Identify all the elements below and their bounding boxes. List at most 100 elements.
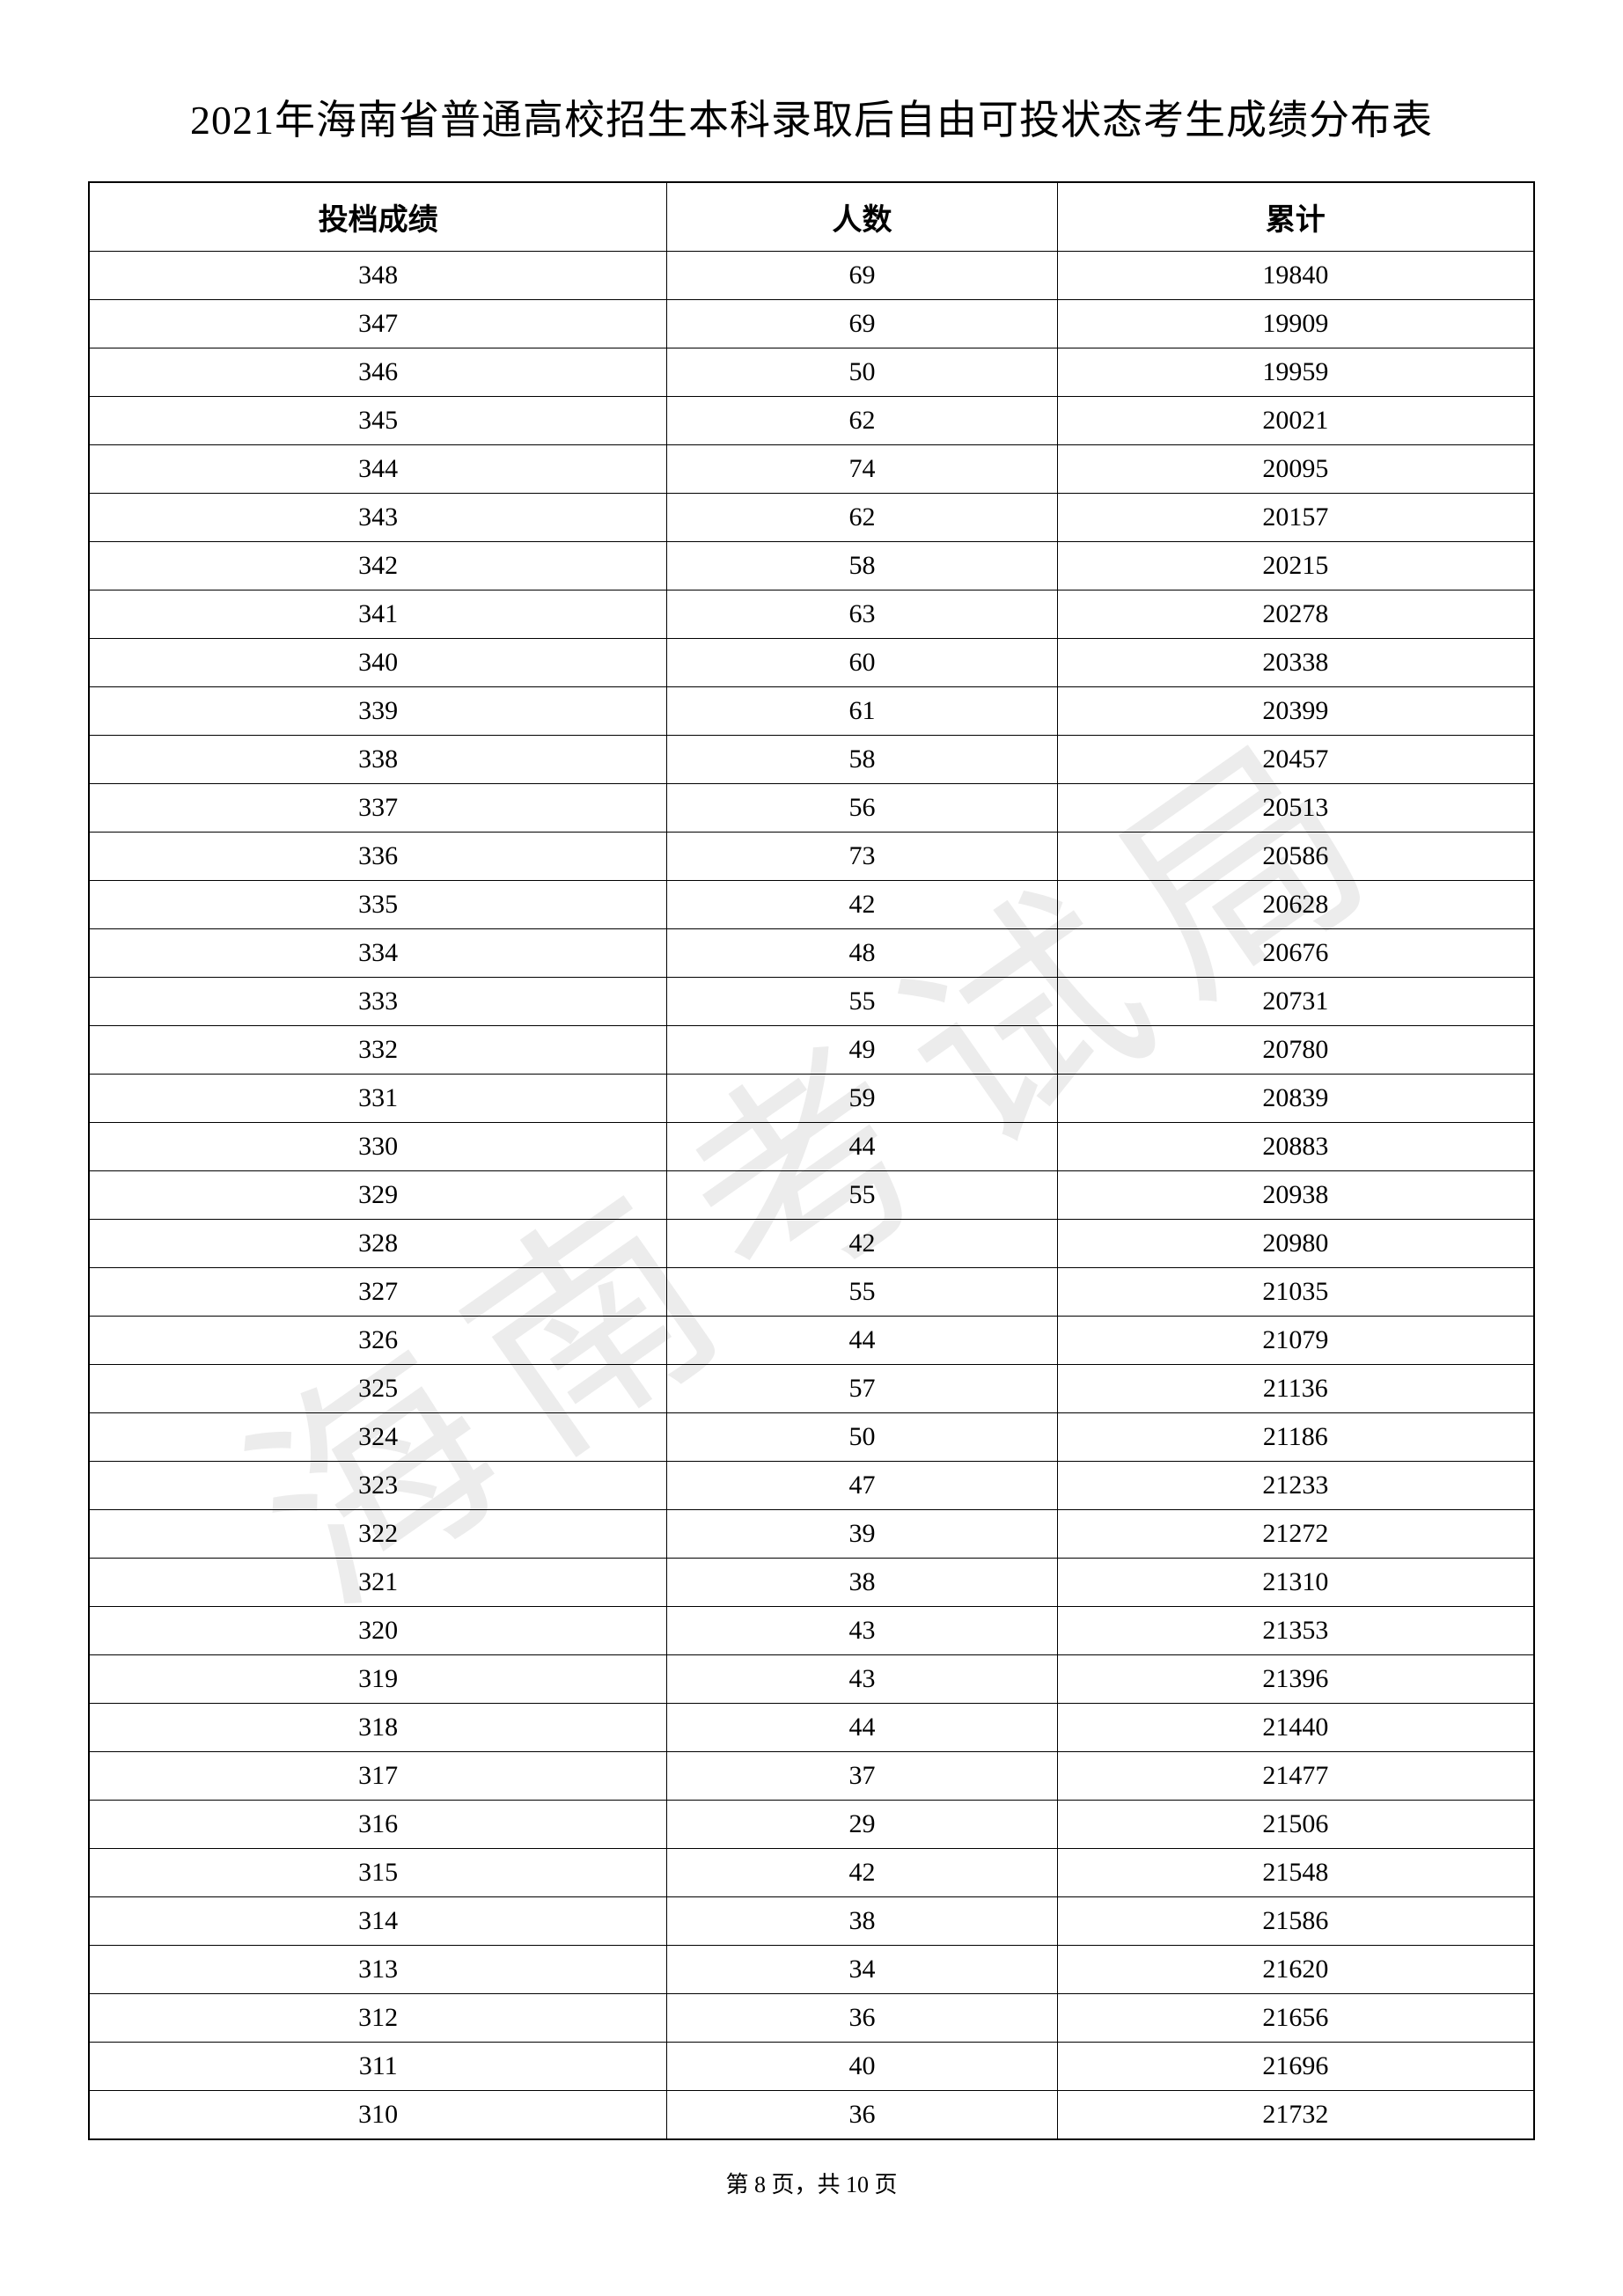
table-cell: 57 xyxy=(667,1365,1057,1413)
table-cell: 62 xyxy=(667,494,1057,542)
table-cell: 327 xyxy=(89,1268,667,1317)
table-cell: 313 xyxy=(89,1946,667,1994)
table-row: 3375620513 xyxy=(89,784,1534,833)
table-cell: 36 xyxy=(667,1994,1057,2043)
table-cell: 325 xyxy=(89,1365,667,1413)
footer-middle: 页，共 xyxy=(766,2172,846,2197)
table-cell: 330 xyxy=(89,1123,667,1171)
table-body: 3486919840347691990934650199593456220021… xyxy=(89,252,1534,2140)
table-row: 3335520731 xyxy=(89,978,1534,1026)
table-row: 3234721233 xyxy=(89,1462,1534,1510)
table-cell: 20676 xyxy=(1057,929,1534,978)
table-row: 3213821310 xyxy=(89,1559,1534,1607)
table-cell: 347 xyxy=(89,300,667,348)
table-cell: 21272 xyxy=(1057,1510,1534,1559)
table-cell: 49 xyxy=(667,1026,1057,1075)
table-cell: 34 xyxy=(667,1946,1057,1994)
table-cell: 336 xyxy=(89,833,667,881)
table-row: 3367320586 xyxy=(89,833,1534,881)
header-total: 累计 xyxy=(1057,182,1534,252)
table-row: 3255721136 xyxy=(89,1365,1534,1413)
table-cell: 36 xyxy=(667,2091,1057,2140)
table-row: 3486919840 xyxy=(89,252,1534,300)
table-header-row: 投档成绩 人数 累计 xyxy=(89,182,1534,252)
table-cell: 20215 xyxy=(1057,542,1534,591)
table-row: 3304420883 xyxy=(89,1123,1534,1171)
table-cell: 44 xyxy=(667,1704,1057,1752)
table-row: 3385820457 xyxy=(89,736,1534,784)
table-row: 3344820676 xyxy=(89,929,1534,978)
table-cell: 341 xyxy=(89,591,667,639)
table-cell: 42 xyxy=(667,881,1057,929)
page-footer: 第 8 页，共 10 页 xyxy=(88,2167,1535,2199)
table-row: 3425820215 xyxy=(89,542,1534,591)
table-cell: 21440 xyxy=(1057,1704,1534,1752)
score-distribution-table: 投档成绩 人数 累计 34869198403476919909346501995… xyxy=(88,181,1535,2140)
table-row: 3284220980 xyxy=(89,1220,1534,1268)
table-cell: 329 xyxy=(89,1171,667,1220)
table-cell: 332 xyxy=(89,1026,667,1075)
table-cell: 21233 xyxy=(1057,1462,1534,1510)
table-cell: 21620 xyxy=(1057,1946,1534,1994)
table-cell: 21732 xyxy=(1057,2091,1534,2140)
table-cell: 343 xyxy=(89,494,667,542)
table-cell: 44 xyxy=(667,1317,1057,1365)
table-row: 3295520938 xyxy=(89,1171,1534,1220)
table-cell: 21477 xyxy=(1057,1752,1534,1801)
table-row: 3416320278 xyxy=(89,591,1534,639)
table-cell: 20399 xyxy=(1057,687,1534,736)
table-cell: 60 xyxy=(667,639,1057,687)
table-cell: 63 xyxy=(667,591,1057,639)
table-cell: 42 xyxy=(667,1220,1057,1268)
table-cell: 20021 xyxy=(1057,397,1534,445)
table-cell: 323 xyxy=(89,1462,667,1510)
table-cell: 19959 xyxy=(1057,348,1534,397)
table-cell: 73 xyxy=(667,833,1057,881)
table-cell: 29 xyxy=(667,1801,1057,1849)
table-row: 3184421440 xyxy=(89,1704,1534,1752)
table-cell: 44 xyxy=(667,1123,1057,1171)
header-count: 人数 xyxy=(667,182,1057,252)
table-cell: 21396 xyxy=(1057,1655,1534,1704)
table-cell: 21506 xyxy=(1057,1801,1534,1849)
table-cell: 21079 xyxy=(1057,1317,1534,1365)
table-cell: 21136 xyxy=(1057,1365,1534,1413)
table-cell: 55 xyxy=(667,978,1057,1026)
table-row: 3194321396 xyxy=(89,1655,1534,1704)
table-row: 3264421079 xyxy=(89,1317,1534,1365)
table-cell: 337 xyxy=(89,784,667,833)
table-cell: 69 xyxy=(667,300,1057,348)
table-cell: 340 xyxy=(89,639,667,687)
table-cell: 318 xyxy=(89,1704,667,1752)
table-cell: 21696 xyxy=(1057,2043,1534,2091)
table-cell: 50 xyxy=(667,1413,1057,1462)
table-row: 3275521035 xyxy=(89,1268,1534,1317)
table-cell: 20780 xyxy=(1057,1026,1534,1075)
table-cell: 48 xyxy=(667,929,1057,978)
table-cell: 321 xyxy=(89,1559,667,1607)
table-row: 3143821586 xyxy=(89,1897,1534,1946)
table-cell: 39 xyxy=(667,1510,1057,1559)
table-cell: 19840 xyxy=(1057,252,1534,300)
table-cell: 59 xyxy=(667,1075,1057,1123)
table-wrapper: 投档成绩 人数 累计 34869198403476919909346501995… xyxy=(88,181,1535,2140)
table-row: 3154221548 xyxy=(89,1849,1534,1897)
table-cell: 21353 xyxy=(1057,1607,1534,1655)
table-cell: 334 xyxy=(89,929,667,978)
table-cell: 38 xyxy=(667,1559,1057,1607)
table-cell: 20938 xyxy=(1057,1171,1534,1220)
table-cell: 61 xyxy=(667,687,1057,736)
table-cell: 20628 xyxy=(1057,881,1534,929)
table-cell: 58 xyxy=(667,542,1057,591)
table-cell: 21656 xyxy=(1057,1994,1534,2043)
table-cell: 62 xyxy=(667,397,1057,445)
table-cell: 348 xyxy=(89,252,667,300)
table-row: 3476919909 xyxy=(89,300,1534,348)
table-cell: 69 xyxy=(667,252,1057,300)
table-cell: 21310 xyxy=(1057,1559,1534,1607)
table-cell: 317 xyxy=(89,1752,667,1801)
table-cell: 311 xyxy=(89,2043,667,2091)
table-row: 3447420095 xyxy=(89,445,1534,494)
table-cell: 21586 xyxy=(1057,1897,1534,1946)
table-cell: 74 xyxy=(667,445,1057,494)
